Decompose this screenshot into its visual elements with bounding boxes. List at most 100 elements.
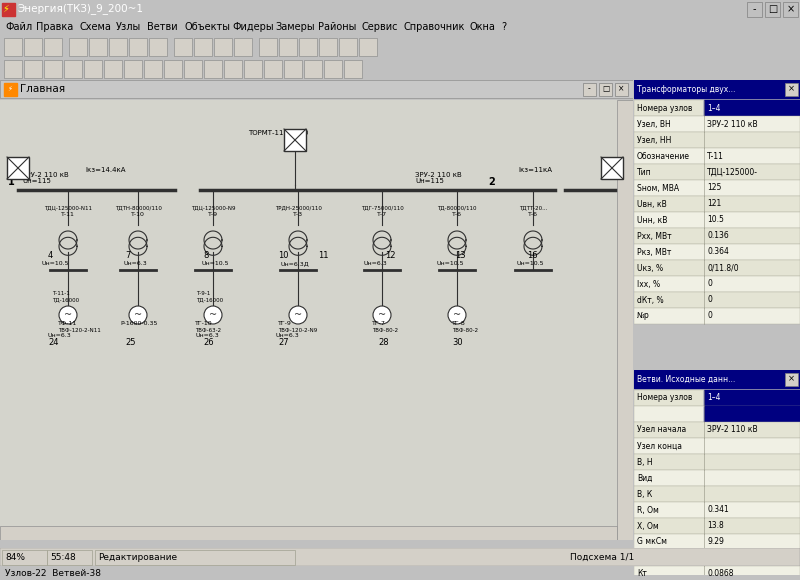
Circle shape bbox=[129, 306, 147, 324]
Text: Uн=10.5: Uн=10.5 bbox=[516, 261, 544, 266]
Bar bbox=[583, 83, 596, 96]
Bar bbox=[634, 370, 800, 388]
Text: Номера узлов: Номера узлов bbox=[637, 393, 692, 403]
Text: Энергия(ТКЗ)_9_200~1: Энергия(ТКЗ)_9_200~1 bbox=[18, 3, 144, 15]
Text: ЗРУ-2 110 кВ: ЗРУ-2 110 кВ bbox=[415, 172, 462, 178]
Text: 12: 12 bbox=[385, 251, 395, 260]
Bar bbox=[0, 80, 633, 98]
Bar bbox=[284, 129, 306, 151]
Bar bbox=[299, 38, 317, 56]
Text: Т-6: Т-6 bbox=[452, 212, 462, 217]
Bar bbox=[704, 100, 800, 116]
Text: 121: 121 bbox=[707, 200, 722, 208]
Bar bbox=[4, 60, 22, 78]
Bar bbox=[634, 212, 800, 228]
Bar bbox=[89, 38, 107, 56]
Text: ТРДН-25000/110: ТРДН-25000/110 bbox=[274, 205, 322, 210]
Bar bbox=[304, 60, 322, 78]
Bar bbox=[234, 38, 252, 56]
Bar bbox=[2, 550, 47, 565]
Text: Uн=6.3: Uн=6.3 bbox=[195, 333, 218, 338]
Text: Сервис: Сервис bbox=[362, 22, 398, 32]
Text: ~: ~ bbox=[294, 310, 302, 320]
Text: 13: 13 bbox=[455, 251, 466, 260]
Bar bbox=[324, 60, 342, 78]
Bar bbox=[4, 38, 22, 56]
Bar bbox=[0, 526, 617, 540]
Bar bbox=[634, 80, 800, 98]
Text: ТД-80000/110: ТД-80000/110 bbox=[438, 205, 477, 210]
Bar bbox=[44, 60, 62, 78]
Text: Редактирование: Редактирование bbox=[98, 553, 177, 561]
Bar bbox=[124, 60, 142, 78]
Text: R, Ом: R, Ом bbox=[637, 506, 659, 514]
Text: Узлы: Узлы bbox=[116, 22, 142, 32]
Text: Uн=10.5: Uн=10.5 bbox=[436, 261, 464, 266]
Text: 0.364: 0.364 bbox=[707, 248, 729, 256]
Text: Ветви: Ветви bbox=[147, 22, 178, 32]
Bar bbox=[24, 60, 42, 78]
Text: Т-9: Т-9 bbox=[208, 212, 218, 217]
Text: Т-6: Т-6 bbox=[528, 212, 538, 217]
Text: Кт: Кт bbox=[637, 570, 647, 578]
Bar bbox=[634, 422, 800, 438]
Text: 25: 25 bbox=[125, 338, 135, 347]
Text: Uн=6.3: Uн=6.3 bbox=[48, 333, 72, 338]
Bar bbox=[194, 38, 212, 56]
Text: 30: 30 bbox=[452, 338, 462, 347]
Text: ×: × bbox=[788, 85, 795, 93]
Bar bbox=[339, 38, 357, 56]
Bar bbox=[344, 60, 362, 78]
Text: G мкСм: G мкСм bbox=[637, 538, 667, 546]
Bar bbox=[634, 276, 800, 292]
Bar bbox=[174, 38, 192, 56]
Bar bbox=[783, 2, 798, 17]
Bar bbox=[704, 406, 800, 422]
Text: Объекты: Объекты bbox=[184, 22, 230, 32]
Bar bbox=[634, 534, 800, 550]
Text: ТВФ-120-2-N9: ТВФ-120-2-N9 bbox=[278, 328, 318, 333]
Text: 27: 27 bbox=[278, 338, 289, 347]
Text: 55:48: 55:48 bbox=[50, 553, 76, 561]
Text: Ветви. Исходные данн...: Ветви. Исходные данн... bbox=[637, 375, 735, 383]
Bar bbox=[765, 2, 780, 17]
Text: ЗРУ-2 110 кВ: ЗРУ-2 110 кВ bbox=[707, 426, 758, 434]
Text: Uн=6.3: Uн=6.3 bbox=[363, 261, 387, 266]
Bar bbox=[259, 38, 277, 56]
Text: Т-3: Т-3 bbox=[293, 212, 303, 217]
Text: 0/11.8/0: 0/11.8/0 bbox=[707, 263, 738, 273]
Bar bbox=[601, 157, 623, 179]
Text: 0.341: 0.341 bbox=[707, 506, 729, 514]
Text: Узел конца: Узел конца bbox=[637, 441, 682, 451]
Bar bbox=[785, 83, 798, 96]
Bar bbox=[747, 2, 762, 17]
Text: X, Ом: X, Ом bbox=[637, 521, 658, 531]
Text: 16: 16 bbox=[527, 251, 538, 260]
Bar bbox=[634, 260, 800, 276]
Text: 10.5: 10.5 bbox=[707, 216, 724, 224]
Text: 9.29: 9.29 bbox=[707, 538, 724, 546]
Text: -: - bbox=[753, 4, 756, 14]
Bar bbox=[634, 132, 800, 148]
Bar bbox=[634, 100, 800, 116]
Bar bbox=[704, 390, 800, 406]
Text: 0: 0 bbox=[707, 295, 712, 305]
Text: Окна: Окна bbox=[470, 22, 496, 32]
Text: Р-1600-0.35: Р-1600-0.35 bbox=[120, 321, 158, 326]
Text: В, Н: В, Н bbox=[637, 458, 653, 466]
Text: ТГ-10: ТГ-10 bbox=[195, 321, 213, 326]
Text: Номера узлов: Номера узлов bbox=[637, 103, 692, 113]
Text: 125: 125 bbox=[707, 183, 722, 193]
Text: Рхх, МВт: Рхх, МВт bbox=[637, 231, 672, 241]
Text: ТВФ-80-2: ТВФ-80-2 bbox=[452, 328, 478, 333]
Circle shape bbox=[448, 306, 466, 324]
Circle shape bbox=[204, 306, 222, 324]
Text: Uн=6.3: Uн=6.3 bbox=[123, 261, 147, 266]
Bar bbox=[95, 550, 295, 565]
Bar bbox=[64, 60, 82, 78]
Text: Районы: Районы bbox=[318, 22, 357, 32]
Bar bbox=[634, 292, 800, 308]
Text: ТВФ-63-2: ТВФ-63-2 bbox=[195, 328, 221, 333]
Text: Т-11-1: Т-11-1 bbox=[52, 291, 70, 296]
Bar bbox=[264, 60, 282, 78]
